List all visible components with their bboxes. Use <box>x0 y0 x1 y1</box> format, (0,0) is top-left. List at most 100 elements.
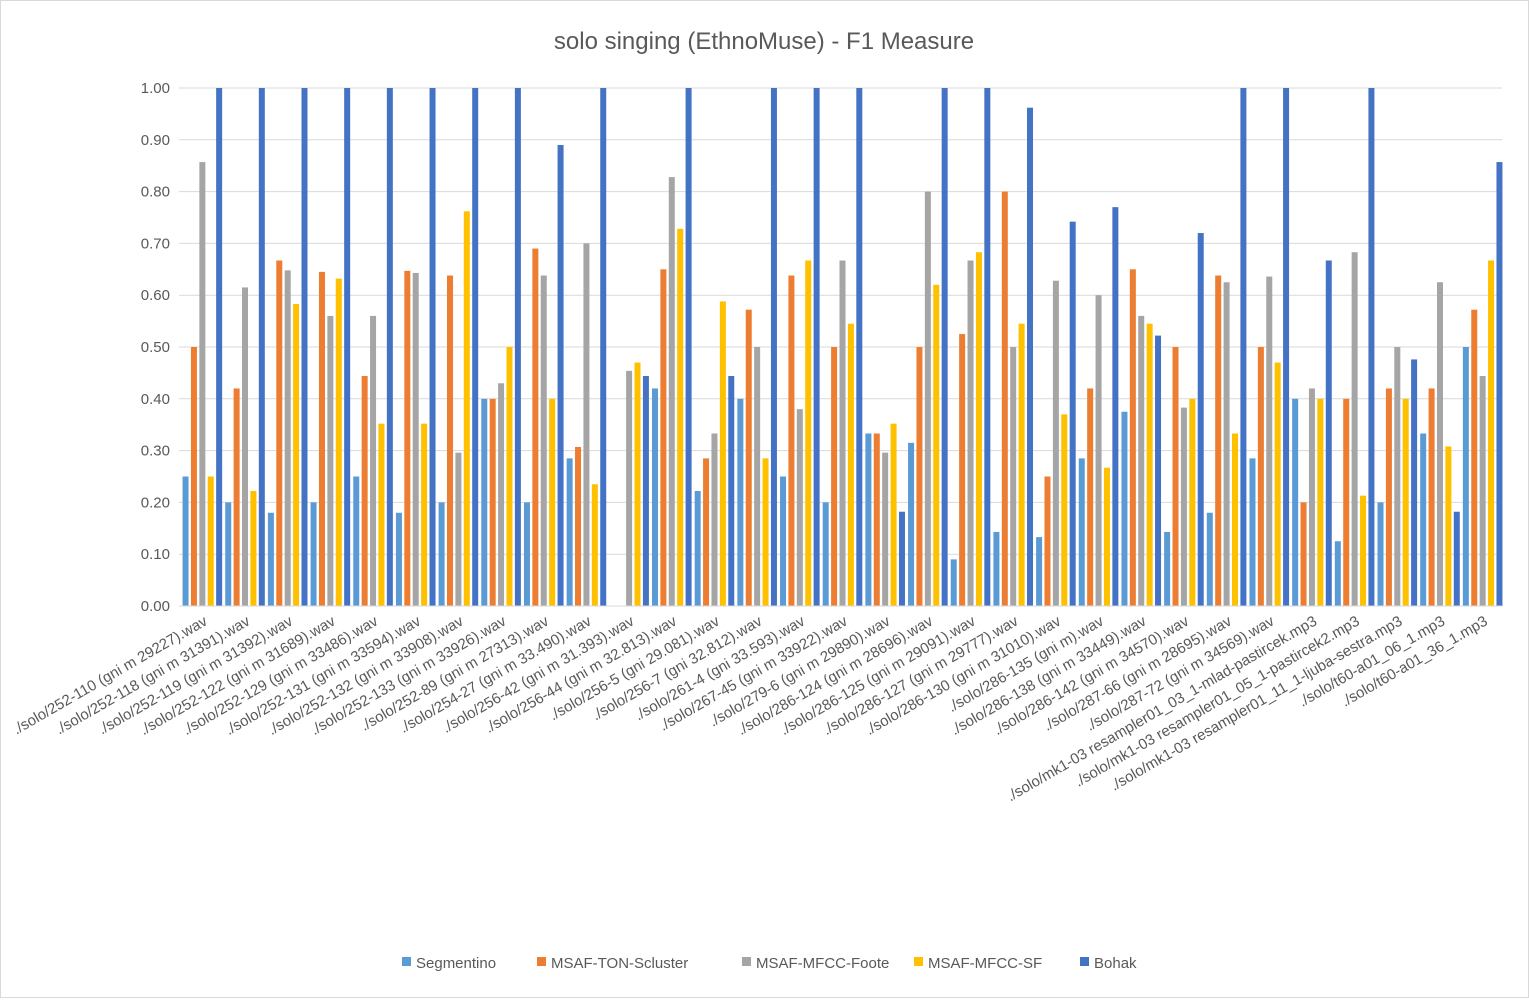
bar-segmentino <box>1292 398 1299 606</box>
bar-msaf-ton-scluster <box>532 248 539 606</box>
bar-msaf-ton-scluster <box>873 433 880 606</box>
bar-bohak <box>770 88 777 606</box>
bar-msaf-mfcc-foote <box>540 275 547 606</box>
bar-bohak <box>984 88 991 606</box>
bar-msaf-ton-scluster <box>1172 347 1179 606</box>
bar-msaf-mfcc-foote <box>1308 388 1315 606</box>
bar-bohak <box>386 88 393 606</box>
bar-segmentino <box>310 502 317 606</box>
chart-title: solo singing (EthnoMuse) - F1 Measure <box>554 28 974 55</box>
bar-msaf-ton-scluster <box>1428 388 1435 606</box>
bar-bohak <box>1325 260 1332 606</box>
bar-msaf-mfcc-foote <box>370 315 377 606</box>
bar-msaf-mfcc-sf <box>1317 398 1324 606</box>
bar-segmentino <box>1334 541 1341 606</box>
bar-segmentino <box>908 442 915 606</box>
bar-msaf-ton-scluster <box>660 269 667 606</box>
bar-msaf-mfcc-sf <box>634 362 641 606</box>
bar-bohak <box>1027 107 1034 607</box>
bar-msaf-mfcc-sf <box>293 304 300 606</box>
bar-msaf-mfcc-sf <box>335 278 342 606</box>
legend-swatch <box>537 957 546 966</box>
legend-label: Bohak <box>1094 955 1137 972</box>
bar-bohak <box>216 88 223 606</box>
bar-msaf-mfcc-sf <box>847 323 854 606</box>
y-tick-label: 0.10 <box>141 546 170 563</box>
bar-bohak <box>898 511 905 606</box>
bar-segmentino <box>1420 433 1427 606</box>
bar-msaf-ton-scluster <box>233 388 240 606</box>
legend-swatch <box>1080 957 1089 966</box>
legend-label: MSAF-MFCC-Foote <box>756 955 889 972</box>
bar-msaf-ton-scluster <box>1215 275 1222 606</box>
bar-bohak <box>1368 88 1375 606</box>
bar-msaf-ton-scluster <box>703 458 710 606</box>
bar-msaf-ton-scluster <box>575 446 582 606</box>
bar-segmentino <box>780 476 787 606</box>
y-tick-label: 0.00 <box>141 598 170 615</box>
bar-msaf-mfcc-sf <box>250 491 257 606</box>
bar-msaf-mfcc-foote <box>668 177 675 606</box>
bar-msaf-ton-scluster <box>959 334 966 606</box>
y-tick-label: 0.30 <box>141 443 170 460</box>
y-tick-label: 1.00 <box>141 80 170 97</box>
bar-msaf-mfcc-foote <box>412 272 419 606</box>
bar-msaf-mfcc-sf <box>1018 323 1025 606</box>
bar-msaf-mfcc-foote <box>1351 252 1358 606</box>
bar-msaf-ton-scluster <box>745 309 752 606</box>
bar-segmentino <box>353 476 360 606</box>
bar-msaf-ton-scluster <box>276 260 283 606</box>
bar-msaf-mfcc-foote <box>626 370 633 606</box>
bar-msaf-ton-scluster <box>447 275 454 606</box>
bar-segmentino <box>225 502 232 606</box>
bar-bohak <box>258 88 265 606</box>
bar-segmentino <box>523 502 530 606</box>
y-tick-label: 0.60 <box>141 287 170 304</box>
legend-label: Segmentino <box>416 955 496 972</box>
bar-msaf-mfcc-sf <box>719 301 726 606</box>
y-tick-label: 0.40 <box>141 391 170 408</box>
bar-bohak <box>856 88 863 606</box>
bar-msaf-mfcc-foote <box>1436 282 1443 606</box>
bar-msaf-mfcc-foote <box>1479 376 1486 606</box>
y-tick-label: 0.80 <box>141 184 170 201</box>
bar-segmentino <box>950 559 957 606</box>
y-tick-label: 0.50 <box>141 339 170 356</box>
bar-segmentino <box>182 476 189 606</box>
bar-msaf-mfcc-sf <box>1445 446 1452 606</box>
bar-msaf-mfcc-sf <box>1103 467 1110 606</box>
bar-segmentino <box>1078 458 1085 606</box>
bar-msaf-ton-scluster <box>1044 476 1051 606</box>
bar-bohak <box>472 88 479 606</box>
bar-msaf-ton-scluster <box>489 398 496 606</box>
bar-msaf-mfcc-foote <box>711 433 718 606</box>
bar-segmentino <box>1206 512 1213 606</box>
bar-segmentino <box>1462 347 1469 606</box>
bar-segmentino <box>694 491 701 606</box>
bar-msaf-mfcc-sf <box>805 260 812 606</box>
bar-segmentino <box>395 512 402 606</box>
bar-msaf-mfcc-foote <box>754 347 761 606</box>
bar-bohak <box>1283 88 1290 606</box>
bar-bohak <box>1155 335 1162 606</box>
bar-msaf-ton-scluster <box>1385 388 1392 606</box>
bar-segmentino <box>566 458 573 606</box>
legend-swatch <box>742 957 751 966</box>
bar-segmentino <box>481 398 488 606</box>
bar-msaf-mfcc-sf <box>762 458 769 606</box>
bar-bohak <box>514 88 521 606</box>
bar-segmentino <box>267 512 274 606</box>
bar-segmentino <box>1249 458 1256 606</box>
bar-msaf-mfcc-sf <box>549 398 556 606</box>
bar-msaf-mfcc-sf <box>1360 495 1367 606</box>
bar-msaf-mfcc-foote <box>839 260 846 606</box>
legend-swatch <box>402 957 411 966</box>
bar-segmentino <box>651 388 658 606</box>
bar-msaf-ton-scluster <box>1129 269 1136 606</box>
bar-msaf-mfcc-foote <box>242 287 249 606</box>
x-axis-ticks: ./solo/252-110 (gni m 29227).wav./solo/2… <box>10 612 1491 805</box>
bar-bohak <box>1069 221 1076 607</box>
bar-msaf-mfcc-foote <box>455 452 462 606</box>
bar-msaf-mfcc-sf <box>1274 362 1281 606</box>
